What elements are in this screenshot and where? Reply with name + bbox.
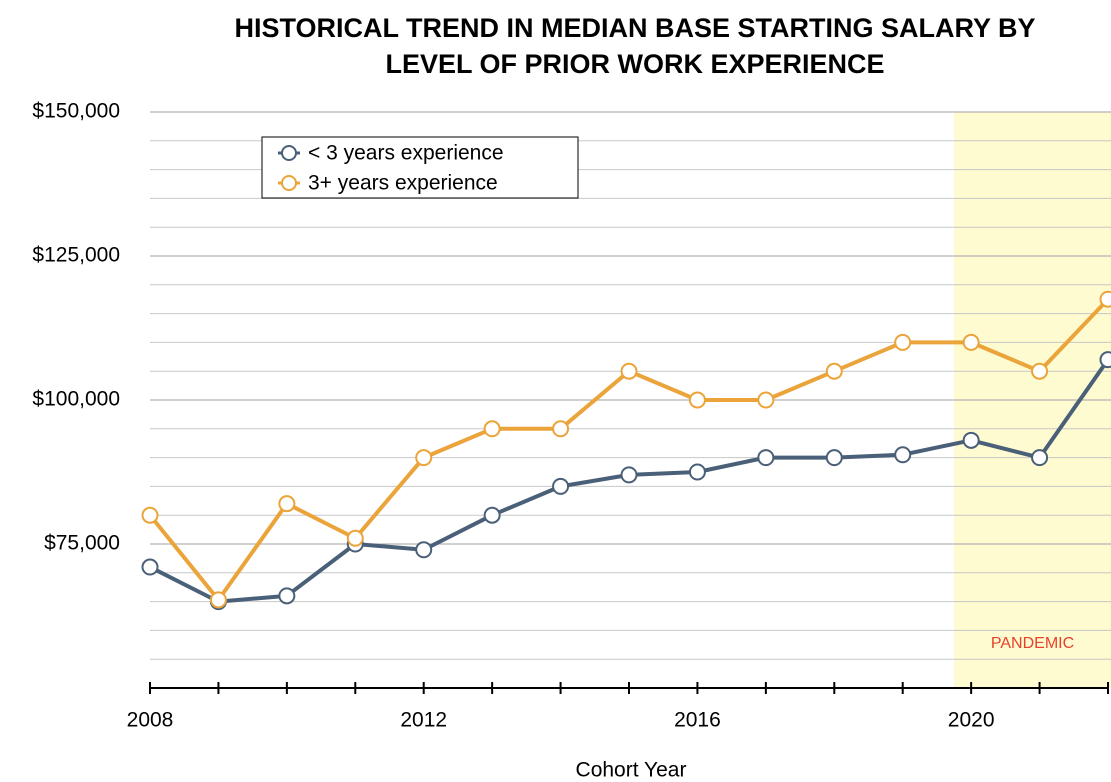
point bbox=[415, 541, 433, 559]
region-label: PANDEMIC bbox=[991, 635, 1074, 652]
x-tick-label: 2008 bbox=[127, 709, 174, 732]
point bbox=[552, 477, 570, 495]
x-tick-label: 2012 bbox=[400, 709, 447, 732]
chart-title: LEVEL OF PRIOR WORK EXPERIENCE bbox=[385, 49, 884, 79]
point bbox=[620, 466, 638, 484]
point bbox=[962, 333, 980, 351]
point bbox=[620, 362, 638, 380]
chart-title: HISTORICAL TREND IN MEDIAN BASE STARTING… bbox=[234, 13, 1035, 43]
point bbox=[278, 495, 296, 513]
point bbox=[962, 431, 980, 449]
point bbox=[688, 391, 706, 409]
point bbox=[415, 449, 433, 467]
point bbox=[1031, 362, 1049, 380]
y-tick-label: $100,000 bbox=[32, 388, 120, 411]
point bbox=[1099, 290, 1111, 308]
legend: < 3 years experience 3+ years experience bbox=[261, 136, 579, 199]
x-axis-label: Cohort Year bbox=[576, 759, 687, 782]
legend-marker bbox=[281, 145, 297, 161]
point bbox=[141, 558, 159, 576]
point bbox=[825, 362, 843, 380]
legend-label: 3+ years experience bbox=[308, 172, 498, 195]
point bbox=[688, 463, 706, 481]
x-tick-label: 2020 bbox=[948, 709, 995, 732]
point bbox=[483, 420, 501, 438]
point bbox=[894, 333, 912, 351]
legend-label: < 3 years experience bbox=[308, 142, 504, 165]
x-tick-label: 2016 bbox=[674, 709, 721, 732]
point bbox=[757, 391, 775, 409]
point bbox=[825, 449, 843, 467]
y-tick-label: $75,000 bbox=[44, 532, 120, 555]
y-tick-label: $150,000 bbox=[32, 100, 120, 123]
point bbox=[1099, 351, 1111, 369]
point bbox=[894, 446, 912, 464]
point bbox=[278, 587, 296, 605]
point bbox=[483, 506, 501, 524]
point bbox=[346, 529, 364, 547]
point bbox=[552, 420, 570, 438]
legend-box bbox=[261, 136, 579, 199]
point bbox=[141, 506, 159, 524]
point bbox=[209, 591, 227, 609]
point bbox=[1031, 449, 1049, 467]
point bbox=[757, 449, 775, 467]
y-tick-label: $125,000 bbox=[32, 244, 120, 267]
legend-marker bbox=[281, 175, 297, 191]
